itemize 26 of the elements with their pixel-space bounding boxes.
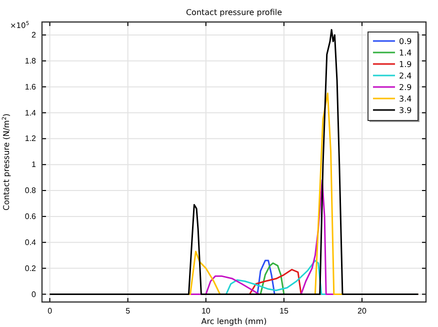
y-tick-label: 2 bbox=[32, 30, 37, 40]
legend-label: 2.9 bbox=[399, 83, 412, 92]
x-tick-label: 5 bbox=[126, 306, 131, 316]
chart-title: Contact pressure profile bbox=[186, 8, 282, 17]
x-axis-title: Arc length (mm) bbox=[201, 317, 267, 326]
x-tick-label: 0 bbox=[48, 306, 53, 316]
legend-label: 1.4 bbox=[399, 48, 412, 58]
line-series bbox=[49, 29, 419, 295]
y-tick-label: 0.6 bbox=[24, 212, 37, 222]
y-tick-label: 1.2 bbox=[24, 134, 37, 144]
legend-label: 1.9 bbox=[399, 60, 412, 69]
y-tick-label: 0.8 bbox=[24, 186, 37, 196]
x-tick-label: 20 bbox=[358, 306, 367, 316]
legend-label: 3.9 bbox=[399, 106, 412, 115]
y-tick-label: 1.4 bbox=[24, 108, 37, 118]
legend-label: 0.9 bbox=[399, 37, 412, 46]
x-tick-label: 15 bbox=[280, 306, 289, 316]
y-tick-label: 1.8 bbox=[24, 56, 37, 66]
legend-label: 3.4 bbox=[399, 94, 412, 104]
y-tick-label: 1 bbox=[32, 160, 37, 170]
y-tick-label: 0.4 bbox=[24, 238, 37, 247]
x-tick-label: 10 bbox=[201, 306, 211, 316]
y-tick-label: 0 bbox=[32, 290, 37, 299]
y-tick-label: 0.2 bbox=[24, 264, 37, 273]
legend-label: 2.4 bbox=[399, 72, 412, 80]
y-tick-label: 1.6 bbox=[24, 82, 37, 92]
